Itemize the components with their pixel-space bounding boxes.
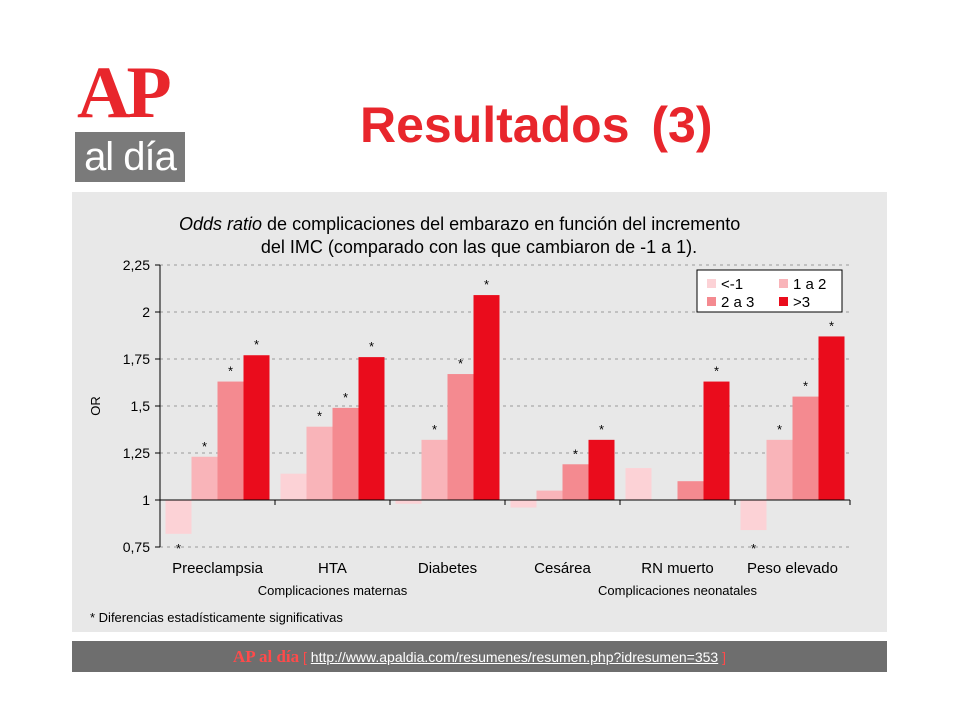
significance-asterisk: *	[803, 379, 808, 394]
footer-brand: AP al día	[233, 647, 300, 666]
bar	[473, 295, 500, 500]
bar	[562, 464, 589, 500]
y-tick-label: 1,75	[123, 351, 150, 367]
legend-label: 1 a 2	[793, 276, 826, 293]
bar	[447, 374, 474, 500]
legend-label: 2 a 3	[721, 294, 754, 311]
bar	[818, 336, 845, 500]
bar	[677, 481, 704, 500]
significance-asterisk: *	[777, 422, 782, 437]
bar	[358, 357, 385, 500]
legend-label: <-1	[721, 276, 743, 293]
logo-al-dia-box: al día	[75, 132, 185, 182]
bar	[510, 500, 537, 508]
significance-asterisk: *	[458, 356, 463, 371]
bar	[191, 456, 218, 500]
significance-asterisk: *	[176, 541, 181, 556]
footer-source-link[interactable]: http://www.apaldia.com/resumenes/resumen…	[310, 649, 719, 665]
y-tick-label: 1,25	[123, 445, 150, 461]
y-axis-label: OR	[88, 396, 103, 416]
bar-chart: Odds ratio de complicaciones del embaraz…	[88, 214, 851, 625]
footer-bar: AP al día [ http://www.apaldia.com/resum…	[72, 641, 887, 672]
slide-title: Resultados (3)	[360, 97, 713, 153]
bar	[766, 439, 793, 500]
x-tick-label: Peso elevado	[747, 560, 838, 577]
significance-asterisk: *	[751, 541, 756, 556]
significance-asterisk: *	[254, 337, 259, 352]
significance-asterisk: *	[599, 422, 604, 437]
bar	[740, 500, 767, 531]
significance-asterisk: *	[228, 364, 233, 379]
significance-asterisk: *	[369, 339, 374, 354]
chart-title-line1: Odds ratio de complicaciones del embaraz…	[179, 214, 740, 234]
group-label: Complicaciones maternas	[258, 583, 408, 598]
bar	[395, 500, 422, 504]
significance-asterisk: *	[573, 446, 578, 461]
x-tick-label: RN muerto	[641, 560, 714, 577]
logo-ap-text: AP	[77, 52, 172, 134]
chart-panel: Odds ratio de complicaciones del embaraz…	[72, 192, 887, 632]
y-tick-label: 1,5	[131, 398, 151, 414]
bar	[703, 381, 730, 500]
bar	[280, 473, 307, 500]
bar	[217, 381, 244, 500]
chart-footnote: * Diferencias estadísticamente significa…	[90, 610, 343, 625]
bar	[332, 407, 359, 500]
bar	[792, 396, 819, 500]
group-label: Complicaciones neonatales	[598, 583, 757, 598]
legend-swatch	[779, 297, 788, 306]
bar	[306, 426, 333, 500]
x-tick-label: HTA	[318, 560, 347, 577]
significance-asterisk: *	[202, 439, 207, 454]
significance-asterisk: *	[484, 277, 489, 292]
bar	[536, 490, 563, 500]
chart-title-rest: de complicaciones del embarazo en funció…	[262, 214, 740, 234]
y-tick-label: 1	[142, 492, 150, 508]
significance-asterisk: *	[317, 409, 322, 424]
footer-bracket-open: [	[303, 649, 307, 665]
ap-al-dia-logo: AP al día	[75, 56, 187, 182]
legend-swatch	[707, 297, 716, 306]
legend-box	[696, 269, 843, 313]
y-tick-label: 2	[142, 304, 150, 320]
significance-asterisk: *	[343, 390, 348, 405]
significance-asterisk: *	[829, 318, 834, 333]
footer-bracket-close: ]	[722, 649, 726, 665]
y-tick-label: 2,25	[123, 257, 150, 273]
significance-asterisk: *	[714, 364, 719, 379]
bar	[165, 500, 192, 534]
bar	[625, 468, 652, 500]
legend-swatch	[779, 279, 788, 288]
significance-asterisk: *	[432, 422, 437, 437]
legend-label: >3	[793, 294, 810, 311]
y-tick-label: 0,75	[123, 539, 150, 555]
x-tick-label: Diabetes	[418, 560, 477, 577]
x-tick-label: Preeclampsia	[172, 560, 264, 577]
bar	[421, 439, 448, 500]
bar	[588, 439, 615, 500]
legend-swatch	[707, 279, 716, 288]
chart-title-italic: Odds ratio	[179, 214, 262, 234]
chart-title-line2: del IMC (comparado con las que cambiaron…	[261, 237, 697, 257]
x-tick-label: Cesárea	[534, 560, 591, 577]
bar	[243, 355, 270, 500]
